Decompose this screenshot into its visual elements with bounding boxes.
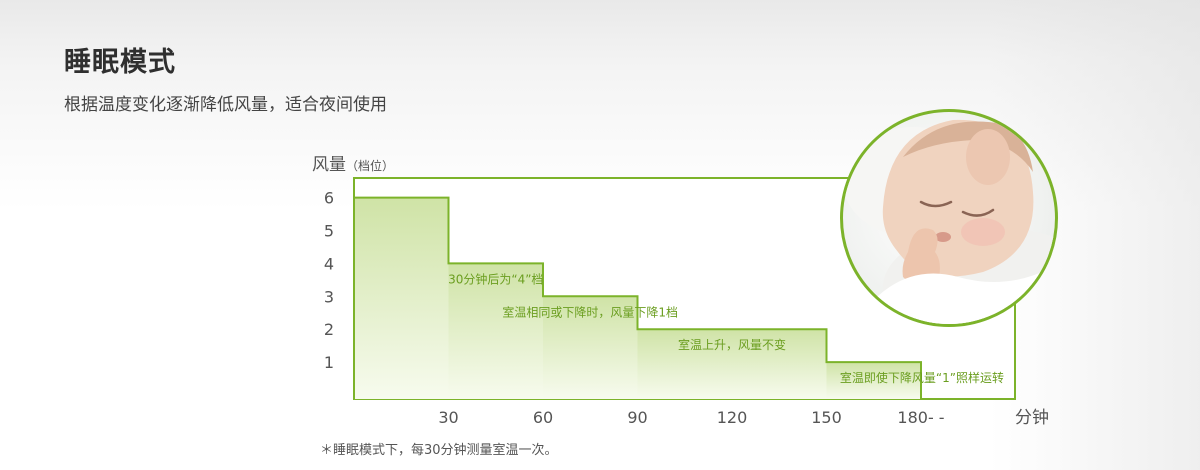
y-tick-label: 1 xyxy=(324,353,334,372)
y-tick-label: 2 xyxy=(324,320,334,339)
x-axis-unit: 分钟 xyxy=(1015,408,1049,428)
x-tick-label: 90 xyxy=(627,408,647,427)
y-axis-unit: （档位） xyxy=(346,159,395,173)
step-bar-2 xyxy=(448,263,543,399)
annotation-label: 室温上升，风量不变 xyxy=(678,337,786,352)
step-bar-1 xyxy=(354,197,449,399)
y-axis-label: 风量（档位） xyxy=(312,150,394,175)
y-axis-title: 风量 xyxy=(312,155,346,175)
step-bar-4 xyxy=(637,329,827,399)
y-tick-label: 6 xyxy=(324,189,334,208)
step-bar-5 xyxy=(826,362,921,399)
x-tick-label: 30 xyxy=(438,408,458,427)
x-tick-label: 60 xyxy=(533,408,553,427)
baby-illustration xyxy=(843,119,1055,324)
x-tick-label: 150 xyxy=(811,408,842,427)
footnote: ＊睡眠模式下，每30分钟测量室温一次。 xyxy=(320,443,558,458)
annotation-label: 室温相同或下降时，风量下降1档 xyxy=(502,304,678,319)
step-bar-3 xyxy=(543,296,638,399)
page-subtitle: 根据温度变化逐渐降低风量，适合夜间使用 xyxy=(64,95,387,115)
y-tick-label: 5 xyxy=(324,222,334,241)
annotation-label: 30分钟后为“4”档 xyxy=(448,271,543,286)
sleeping-baby-photo xyxy=(840,109,1058,327)
y-tick-label: 4 xyxy=(324,254,334,273)
page-title: 睡眠模式 xyxy=(64,47,176,78)
x-tick-label: 180- - xyxy=(897,408,944,427)
x-tick-label: 120 xyxy=(717,408,748,427)
step-line xyxy=(353,196,922,399)
annotation-label: 室温即使下降风量“1”照样运转 xyxy=(840,370,1004,385)
y-tick-label: 3 xyxy=(324,287,334,306)
